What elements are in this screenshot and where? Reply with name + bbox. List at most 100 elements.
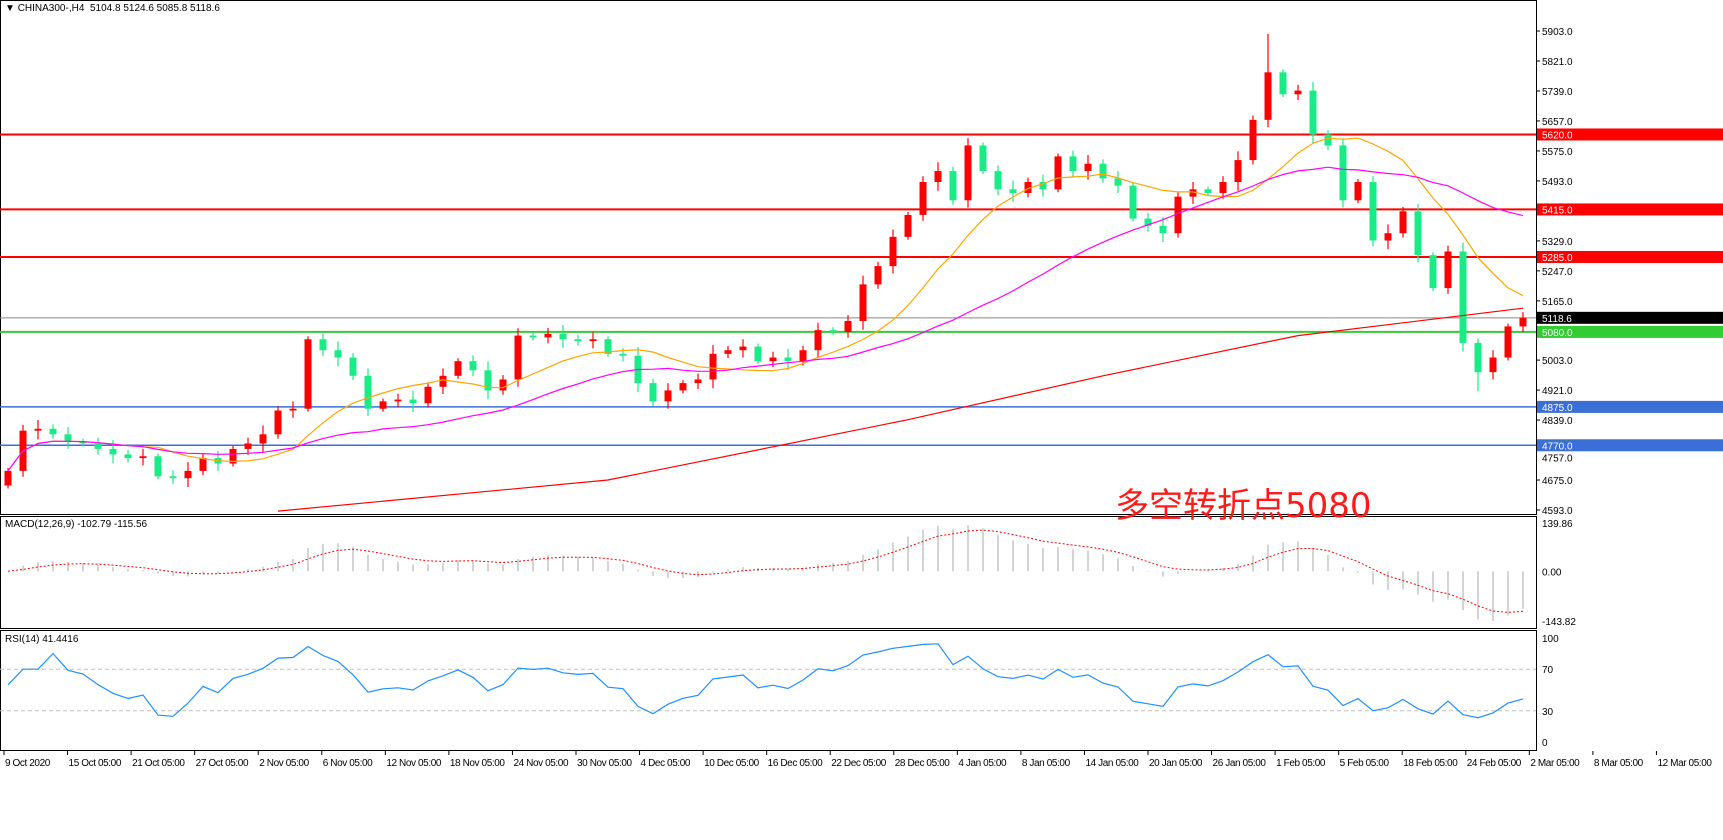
candle-12 (184, 470, 192, 479)
candle-56 (844, 320, 852, 332)
price-tick-label: 4757.0 (1542, 453, 1573, 464)
candle-80 (1204, 189, 1212, 193)
level-tag-label: 4875.0 (1542, 403, 1573, 414)
candle-48 (724, 350, 732, 354)
candle-95 (1429, 255, 1437, 289)
candle-24 (364, 375, 372, 409)
level-tag-label: 4770.0 (1542, 441, 1573, 452)
time-label: 30 Nov 05:00 (577, 758, 633, 769)
candle-98 (1474, 342, 1482, 373)
time-label: 12 Nov 05:00 (386, 758, 442, 769)
candle-88 (1324, 134, 1332, 146)
level-tag (1537, 250, 1723, 263)
candle-86 (1294, 90, 1302, 95)
candle-22 (334, 350, 342, 358)
candle-43 (649, 383, 657, 402)
candle-51 (769, 357, 777, 362)
candle-34 (514, 335, 522, 380)
candle-57 (859, 284, 867, 321)
candle-67 (1009, 189, 1017, 193)
candle-40 (604, 339, 612, 354)
candle-77 (1159, 225, 1167, 234)
candle-46 (694, 379, 702, 384)
candle-85 (1279, 72, 1287, 95)
candle-101 (1519, 317, 1527, 327)
time-label: 15 Oct 05:00 (69, 758, 122, 769)
price-tick-label: 4921.0 (1542, 386, 1573, 397)
candle-100 (1504, 326, 1512, 358)
macd-panel-frame (0, 516, 1537, 629)
time-label: 18 Feb 05:00 (1403, 758, 1458, 769)
price-tick-label: 5739.0 (1542, 87, 1573, 98)
level-tag (1537, 400, 1723, 413)
price-tick-label: 4593.0 (1542, 506, 1573, 517)
price-tick-label: 5657.0 (1542, 117, 1573, 128)
level-tag-label: 5415.0 (1542, 205, 1573, 216)
candle-65 (979, 145, 987, 172)
price-tick-label: 5903.0 (1542, 27, 1573, 38)
candle-92 (1384, 233, 1392, 241)
candle-93 (1399, 211, 1407, 234)
candle-20 (304, 339, 312, 409)
time-label: 4 Dec 05:00 (641, 758, 691, 769)
level-tag (1537, 439, 1723, 452)
dropdown-triangle-icon[interactable]: ▼ (5, 3, 15, 14)
candle-90 (1354, 182, 1362, 201)
candle-29 (439, 375, 447, 387)
candle-30 (454, 361, 462, 376)
price-tick-label: 5821.0 (1542, 57, 1573, 68)
time-label: 12 Mar 05:00 (1657, 758, 1712, 769)
macd-label: MACD(12,26,9) -102.79 -115.56 (5, 519, 148, 530)
time-label: 18 Nov 05:00 (450, 758, 506, 769)
candle-73 (1099, 163, 1107, 179)
candle-5 (79, 441, 87, 444)
time-label: 16 Dec 05:00 (768, 758, 824, 769)
candle-58 (874, 266, 882, 285)
price-tick-label: 4675.0 (1542, 476, 1573, 487)
candle-81 (1219, 182, 1227, 193)
time-label: 4 Jan 05:00 (958, 758, 1007, 769)
rsi-panel-frame (0, 630, 1537, 751)
current-price-tag (1537, 311, 1723, 324)
ma-mid-line (7, 166, 1524, 472)
time-label: 2 Mar 05:00 (1530, 758, 1580, 769)
candle-6 (94, 443, 102, 449)
candle-52 (784, 357, 792, 362)
candle-11 (169, 476, 177, 479)
candle-79 (1189, 189, 1197, 197)
candle-91 (1369, 182, 1377, 241)
candle-32 (484, 370, 492, 391)
level-tag-label: 5080.0 (1542, 328, 1573, 339)
candle-39 (589, 339, 597, 342)
time-label: 28 Dec 05:00 (895, 758, 951, 769)
candle-35 (529, 335, 537, 338)
candle-76 (1144, 218, 1152, 226)
candle-61 (919, 182, 927, 215)
macd-tick-label: 139.86 (1542, 519, 1573, 530)
candle-7 (109, 448, 117, 455)
time-label: 27 Oct 05:00 (196, 758, 249, 769)
candle-62 (934, 171, 942, 183)
time-label: 10 Dec 05:00 (704, 758, 760, 769)
candle-21 (319, 339, 327, 351)
candle-26 (394, 399, 402, 402)
candle-28 (424, 386, 432, 404)
candle-33 (499, 379, 507, 391)
candle-53 (799, 350, 807, 362)
candle-9 (139, 456, 147, 459)
ma-slow-line (277, 307, 1524, 512)
candle-71 (1069, 156, 1077, 172)
candle-55 (829, 330, 837, 332)
macd-signal-line (7, 529, 1524, 613)
candle-97 (1459, 251, 1467, 343)
candle-16 (244, 443, 252, 449)
price-tick-label: 4839.0 (1542, 416, 1573, 427)
candle-45 (679, 383, 687, 391)
candle-2 (34, 428, 42, 431)
current-price-label: 5118.6 (1542, 314, 1572, 325)
time-label: 26 Jan 05:00 (1213, 758, 1267, 769)
candle-31 (469, 361, 477, 371)
time-label: 9 Oct 2020 (5, 758, 51, 769)
time-label: 24 Nov 05:00 (513, 758, 569, 769)
